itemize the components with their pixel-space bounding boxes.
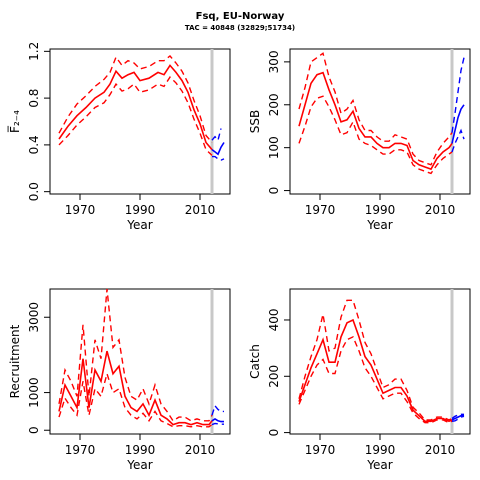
ssb-ytick-label: 100 (267, 136, 281, 159)
recruitment-ylabel: Recruitment (8, 324, 22, 398)
recruitment-projection-solid-line-3 (211, 417, 224, 423)
ssb-projection-solid-line-3 (451, 104, 465, 144)
recruitment-projection-dashed-line-5 (211, 422, 224, 426)
recruitment-projection-dashed-line-4 (211, 404, 224, 416)
catch-historic-solid-line-0 (298, 318, 453, 423)
ssb-panel: 1970 1990 2010 0 100 200 300 Year SSB (248, 48, 471, 232)
figure-subtitle: TAC = 40848 (32829;51734) (184, 24, 296, 32)
f-ytick-label: 0.8 (27, 89, 41, 108)
recruitment-xlabel: Year (126, 458, 152, 472)
catch-historic-dashed-line-2 (298, 335, 453, 424)
recruitment-panel: 1970 1990 2010 0 1000 3000 Year Recruitment (8, 288, 231, 472)
f-historic-solid-line-0 (58, 64, 213, 151)
recruitment-historic-dashed-line-1 (58, 288, 213, 422)
f-xlabel: Year (126, 218, 152, 232)
catch-xlabel: Year (366, 458, 392, 472)
f-projection-solid-line-3 (211, 142, 225, 156)
ssb-ytick-label: 300 (267, 50, 281, 73)
catch-ytick-label: 200 (267, 365, 281, 388)
f-xtick-label: 1990 (125, 203, 156, 217)
ssb-frame (289, 48, 471, 195)
recruitment-xtick-label: 1970 (65, 443, 96, 457)
catch-projection-solid-line-3 (451, 414, 465, 421)
ssb-xtick-label: 1970 (305, 203, 336, 217)
catch-ytick-label: 0 (267, 429, 281, 437)
recruitment-historic-solid-line-0 (58, 350, 213, 426)
catch-panel: 1970 1990 2010 0 200 400 Year Catch (248, 288, 471, 472)
f-projection-dashed-line-5 (212, 155, 225, 161)
f-projection-dashed-line-4 (211, 128, 222, 142)
catch-historic-dashed-line-1 (298, 299, 453, 421)
catch-xtick-label: 1970 (305, 443, 336, 457)
f-frame (49, 48, 231, 195)
catch-xtick-label: 1990 (365, 443, 396, 457)
ssb-xtick-label: 2010 (425, 203, 456, 217)
f-historic-dashed-line-2 (58, 76, 213, 156)
ssb-xlabel: Year (366, 218, 392, 232)
catch-ytick-label: 400 (267, 309, 281, 332)
ssb-ylabel: SSB (248, 110, 262, 133)
ssb-historic-dashed-line-1 (298, 52, 453, 166)
f-ytick-label: 0.0 (27, 182, 41, 201)
recruitment-xtick-label: 1990 (125, 443, 156, 457)
recruitment-ytick-label: 0 (27, 426, 41, 434)
recruitment-ytick-label: 3000 (27, 302, 41, 333)
f-xtick-label: 1970 (65, 203, 96, 217)
f-historic-dashed-line-1 (58, 55, 213, 143)
catch-projection-dashed-line-5 (451, 415, 465, 422)
ssb-historic-solid-line-0 (298, 71, 453, 171)
ssb-projection-dashed-line-4 (451, 57, 465, 133)
f-panel: 1970 1990 2010 0.0 0.4 0.8 1.2 Year F̅₂₋₄ (7, 42, 231, 232)
f-ytick-label: 1.2 (27, 42, 41, 61)
recruitment-historic-dashed-line-2 (58, 371, 213, 428)
figure-title: Fsq, EU-Norway (195, 11, 285, 22)
ssb-ytick-label: 200 (267, 93, 281, 116)
recruitment-ytick-label: 1000 (27, 377, 41, 408)
recruitment-xtick-label: 2010 (185, 443, 216, 457)
catch-xtick-label: 2010 (425, 443, 456, 457)
ssb-historic-dashed-line-2 (298, 95, 453, 175)
catch-projection-dashed-line-4 (451, 413, 464, 420)
ssb-ytick-label: 0 (267, 187, 281, 195)
f-ylabel: F̅₂₋₄ (7, 110, 22, 133)
catch-ylabel: Catch (248, 344, 262, 379)
ssb-xtick-label: 1990 (365, 203, 396, 217)
f-ytick-label: 0.4 (27, 135, 41, 154)
f-xtick-label: 2010 (185, 203, 216, 217)
catch-frame (289, 288, 471, 435)
